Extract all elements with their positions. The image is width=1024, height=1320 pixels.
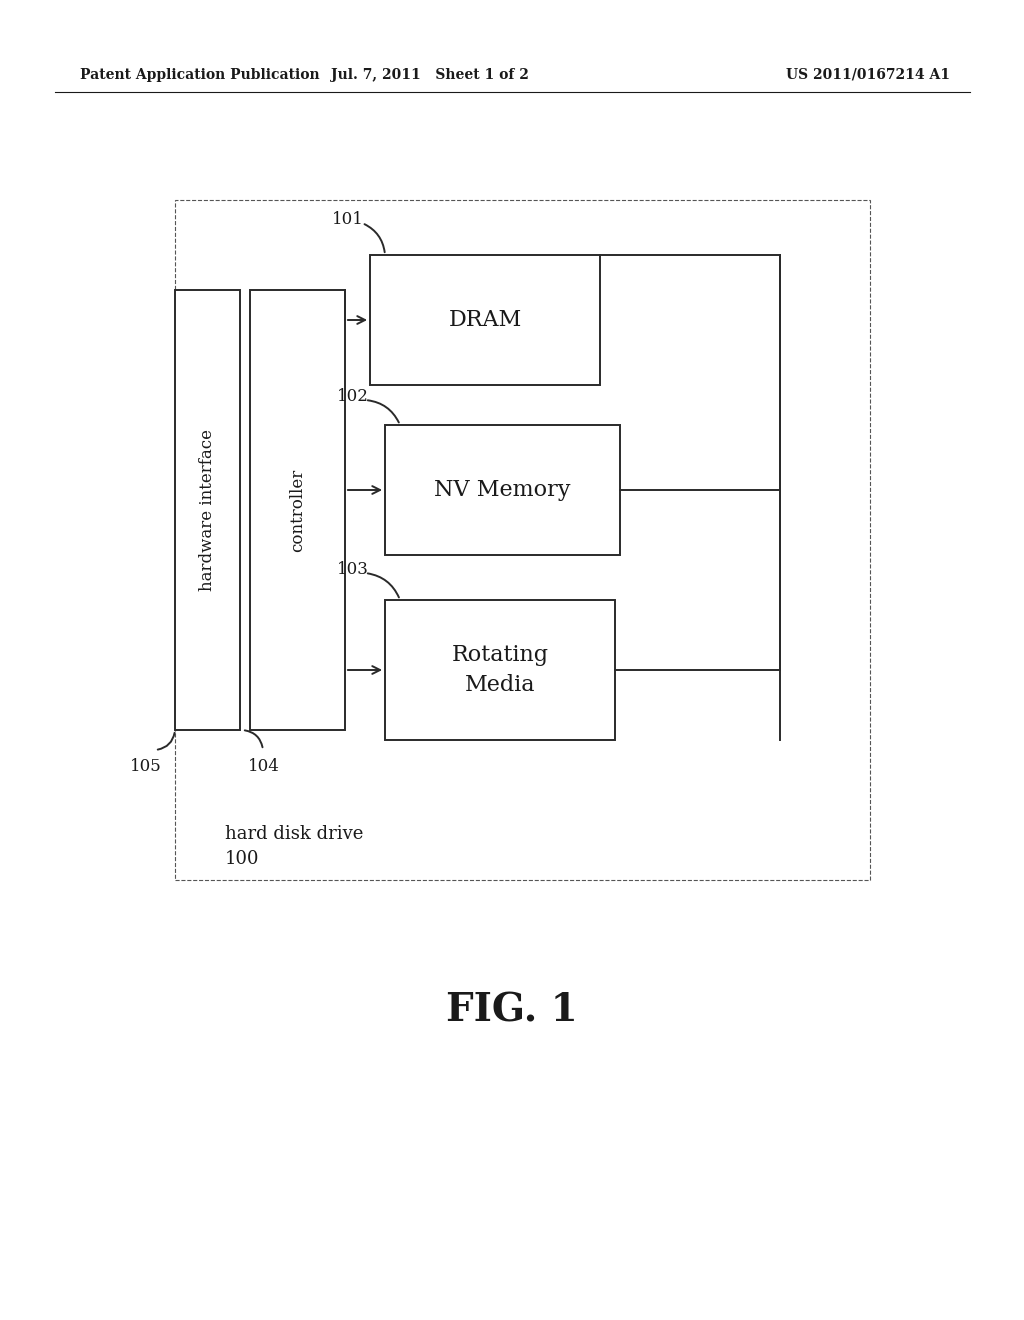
Text: 103: 103	[337, 561, 369, 578]
Text: hardware interface: hardware interface	[199, 429, 216, 591]
Bar	[370, 255, 600, 385]
Text: US 2011/0167214 A1: US 2011/0167214 A1	[786, 69, 950, 82]
Text: 100: 100	[225, 850, 259, 869]
Bar	[175, 201, 870, 880]
Text: DRAM: DRAM	[449, 309, 521, 331]
Text: hard disk drive: hard disk drive	[225, 825, 364, 843]
Text: Jul. 7, 2011   Sheet 1 of 2: Jul. 7, 2011 Sheet 1 of 2	[331, 69, 529, 82]
Bar	[175, 290, 240, 730]
Text: 104: 104	[248, 758, 280, 775]
Text: NV Memory: NV Memory	[434, 479, 570, 502]
Text: Rotating
Media: Rotating Media	[452, 644, 549, 696]
Bar	[385, 425, 620, 554]
Text: controller: controller	[289, 469, 306, 552]
Bar	[250, 290, 345, 730]
Text: 105: 105	[130, 758, 162, 775]
Text: 101: 101	[332, 211, 364, 228]
Text: FIG. 1: FIG. 1	[446, 991, 578, 1030]
Bar	[385, 601, 615, 741]
Text: Patent Application Publication: Patent Application Publication	[80, 69, 319, 82]
Text: 102: 102	[337, 388, 369, 405]
